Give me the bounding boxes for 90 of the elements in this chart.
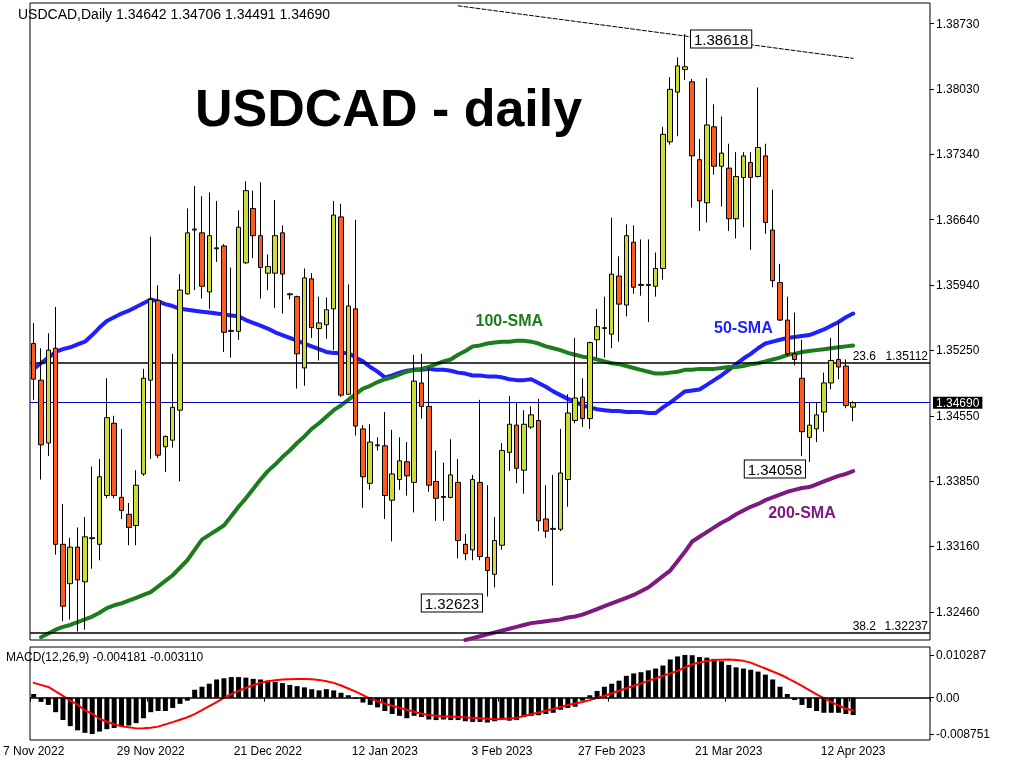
candlestick	[653, 252, 658, 298]
candlestick	[807, 402, 812, 463]
candlestick	[192, 185, 197, 291]
candlestick	[331, 200, 336, 351]
candlestick	[485, 484, 490, 598]
candlestick	[258, 181, 263, 300]
candlestick	[594, 308, 600, 359]
candlestick	[119, 428, 124, 520]
candlestick	[646, 238, 651, 323]
candlestick	[397, 436, 402, 491]
y-tick-label: 1.35250	[936, 343, 980, 358]
candlestick	[770, 189, 775, 288]
candlestick	[558, 428, 563, 532]
candlestick	[689, 78, 695, 209]
ref-line-label: 1.35112	[885, 349, 929, 364]
candlestick	[477, 399, 483, 561]
candlestick	[631, 224, 636, 295]
x-tick-label: 29 Nov 2022	[116, 744, 186, 758]
candlestick	[141, 368, 146, 477]
y-tick-label: 1.33850	[936, 474, 980, 489]
candlestick	[741, 151, 746, 228]
candlestick	[697, 138, 702, 232]
y-tick-label: 0.00	[936, 690, 960, 705]
x-tick-label: 3 Feb 2023	[471, 744, 533, 758]
candlestick	[463, 533, 468, 561]
candlestick	[316, 296, 322, 361]
candlestick	[748, 151, 753, 251]
chart-title: MACD(12,26,9) -0.004181 -0.003110	[6, 650, 204, 664]
y-tick-label: 0.010287	[936, 647, 987, 662]
candlestick	[163, 434, 168, 473]
text: USDCAD - daily	[195, 79, 583, 137]
x-tick-label: 12 Jan 2023	[351, 744, 419, 758]
ref-line-label: 1.34690	[936, 395, 980, 410]
candlestick	[448, 438, 453, 499]
candlestick	[214, 200, 219, 263]
candlestick	[785, 296, 790, 358]
candlestick	[280, 224, 285, 315]
series-label: 50-SMA	[714, 319, 774, 337]
candlestick	[602, 296, 607, 359]
annotation: 23.6	[852, 349, 877, 364]
candlestick	[499, 442, 505, 551]
x-tick-label: 7 Nov 2022	[2, 744, 65, 758]
x-tick-label: 21 Dec 2022	[233, 744, 303, 758]
candlestick	[814, 402, 819, 443]
candlestick	[492, 516, 497, 588]
candlestick	[287, 292, 293, 300]
series-label: 200-SMA	[768, 503, 837, 521]
candlestick	[97, 458, 102, 561]
candlestick	[207, 192, 212, 310]
candlestick	[719, 116, 724, 208]
candlestick	[507, 395, 512, 472]
candlestick	[609, 217, 614, 349]
y-tick-label: 1.38730	[936, 16, 980, 31]
annotation: USDCAD,Daily 1.34642 1.34706 1.34491 1.34690	[18, 6, 331, 22]
annotation: 1.38618	[694, 30, 749, 48]
y-tick-label: 1.32460	[936, 604, 980, 619]
y-tick-label: 1.33160	[936, 539, 980, 554]
y-tick-label: -0.008751	[936, 726, 991, 741]
y-tick-label: 1.35940	[936, 278, 980, 293]
candlestick	[441, 462, 446, 522]
candlestick	[185, 207, 190, 296]
candlestick	[616, 255, 622, 343]
y-tick-label: 1.36640	[936, 212, 980, 227]
ref-line-label: 1.32237	[884, 618, 929, 633]
x-tick-label: 12 Apr 2023	[820, 744, 886, 758]
series-label: 100-SMA	[475, 312, 544, 330]
candlestick	[763, 143, 768, 235]
candlestick	[375, 436, 380, 451]
candlestick	[470, 474, 475, 561]
x-tick-label: 27 Feb 2023	[578, 744, 646, 758]
y-tick-label: 1.37340	[936, 147, 980, 162]
candlestick	[755, 86, 761, 178]
annotation: 1.32623	[424, 594, 479, 612]
x-tick-label: 21 Mar 2023	[695, 744, 763, 758]
annotation: 38.2	[852, 618, 877, 633]
y-tick-label: 1.38030	[936, 82, 980, 97]
candlestick	[675, 56, 680, 137]
candlestick	[455, 458, 461, 559]
candlestick	[324, 297, 329, 340]
y-tick-label: 1.34550	[936, 408, 980, 423]
candlestick	[624, 223, 629, 317]
candlestick	[536, 398, 541, 532]
candlestick	[638, 238, 644, 297]
candlestick	[514, 402, 519, 484]
candlestick	[236, 209, 241, 341]
annotation: 1.34058	[747, 460, 802, 478]
candlestick	[777, 263, 783, 322]
candlestick	[309, 272, 314, 339]
candlestick	[580, 377, 585, 428]
candlestick	[199, 195, 205, 300]
